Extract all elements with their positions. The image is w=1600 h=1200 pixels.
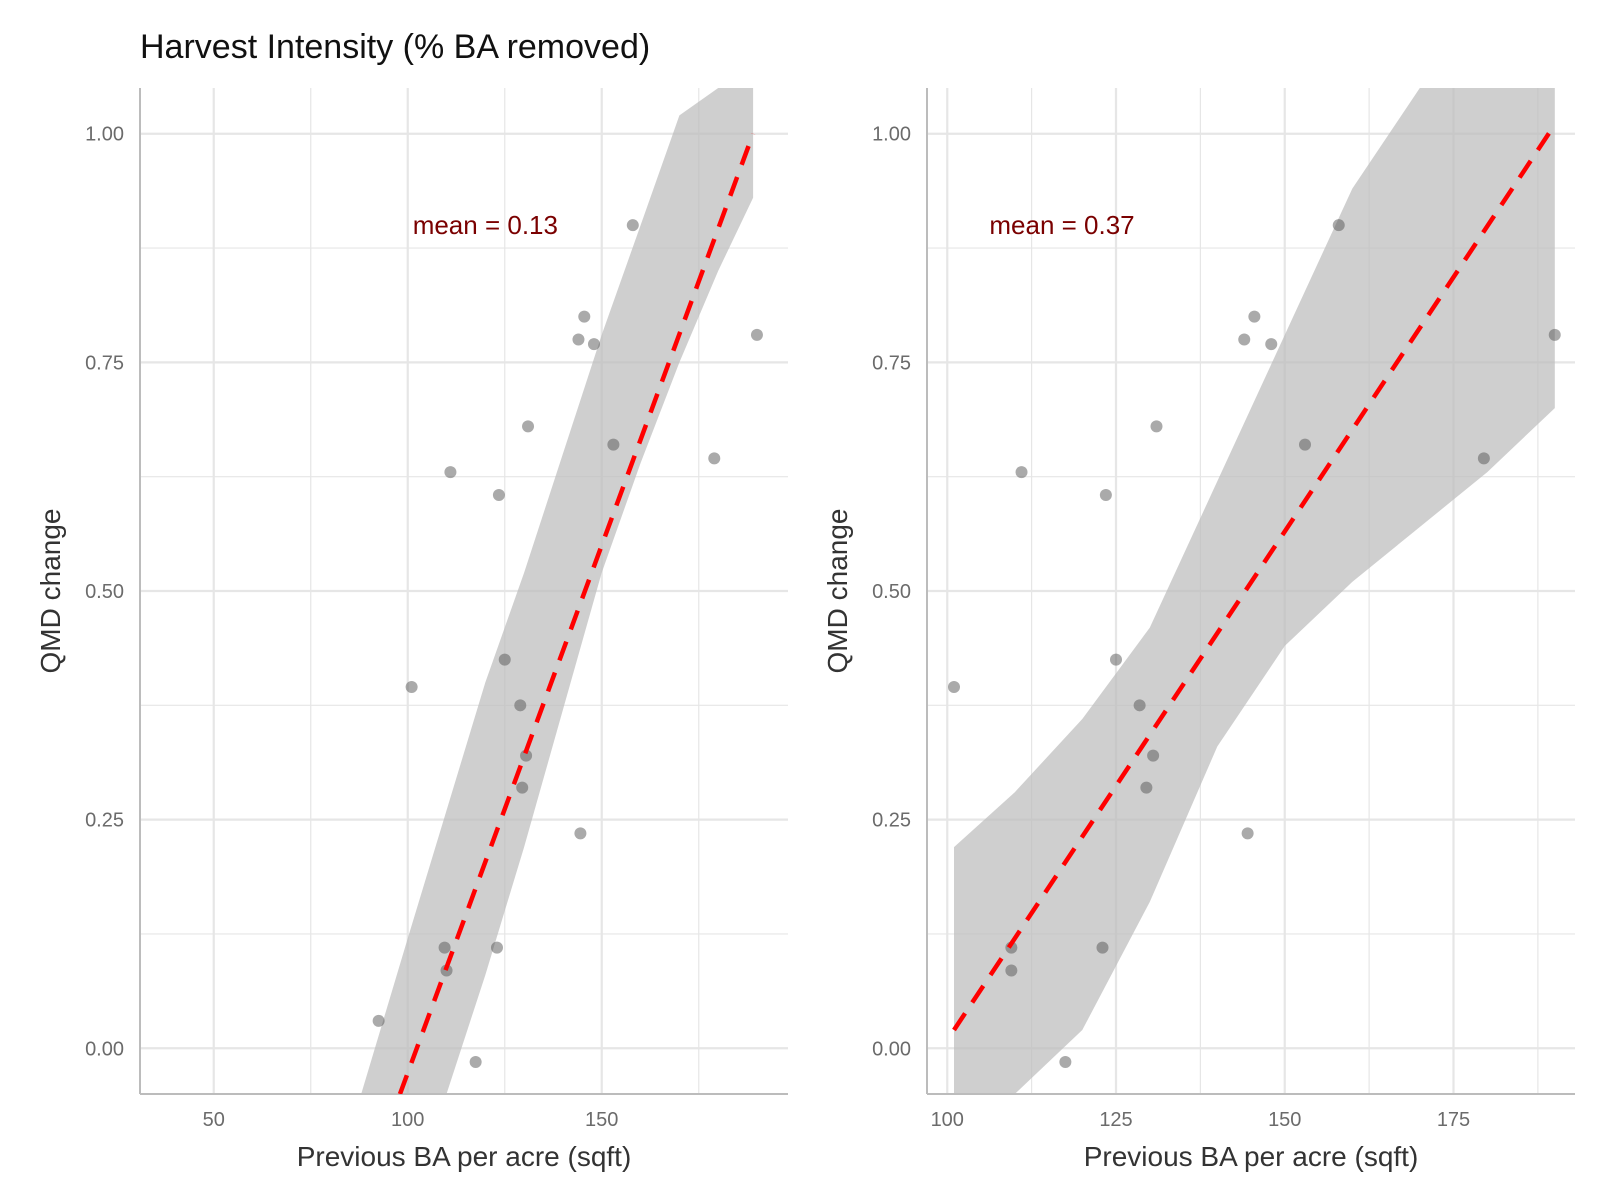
confidence-ribbon xyxy=(954,88,1555,1094)
data-point xyxy=(587,338,600,351)
x-tick-label: 175 xyxy=(1437,1109,1470,1131)
y-tick-label: 0.25 xyxy=(872,810,911,832)
y-tick-label: 0.00 xyxy=(872,1038,911,1060)
confidence-ribbon xyxy=(361,88,754,1094)
data-point xyxy=(1332,219,1345,232)
x-tick-label: 100 xyxy=(391,1109,424,1131)
data-point xyxy=(514,699,527,712)
data-point xyxy=(1096,941,1109,954)
chart-panel-1: mean = 0.13 50 100 150 0.00 0.25 0.50 0.75 1.00 P… xyxy=(35,88,788,1172)
data-point xyxy=(1238,333,1251,346)
y-tick-label: 0.50 xyxy=(872,581,911,603)
fit-line xyxy=(952,123,1557,1032)
data-point xyxy=(1059,1055,1072,1068)
data-point xyxy=(498,653,511,666)
x-tick-label: 100 xyxy=(931,1109,964,1131)
data-point xyxy=(516,781,529,794)
y-tick-label: 0.75 xyxy=(872,352,911,374)
data-point xyxy=(444,466,457,479)
data-point xyxy=(1015,466,1028,479)
data-point xyxy=(522,420,535,433)
y-tick-label: 0.00 xyxy=(85,1038,124,1060)
x-axis-title: Previous BA per acre (sqft) xyxy=(1084,1141,1419,1172)
data-point xyxy=(469,1055,482,1068)
data-point xyxy=(1150,420,1163,433)
y-tick-label: 1.00 xyxy=(872,124,911,146)
mean-annotation: mean = 0.37 xyxy=(989,210,1134,240)
data-point xyxy=(1147,749,1160,762)
data-point xyxy=(607,438,620,451)
data-point xyxy=(1110,653,1122,666)
data-point xyxy=(1248,310,1261,323)
data-point xyxy=(572,333,585,346)
data-point xyxy=(1299,438,1311,451)
chart-title: Harvest Intensity (% BA removed) xyxy=(140,28,651,66)
y-axis-title: QMD change xyxy=(35,509,66,674)
data-point xyxy=(372,1014,385,1027)
data-point xyxy=(492,488,505,501)
x-tick-label: 50 xyxy=(203,1109,225,1131)
y-tick-label: 0.50 xyxy=(85,581,124,603)
data-point xyxy=(1005,964,1018,977)
data-point xyxy=(1548,328,1561,341)
data-point xyxy=(578,310,591,323)
data-point xyxy=(626,219,639,232)
data-point xyxy=(1133,699,1146,712)
data-point xyxy=(490,941,503,954)
x-tick-label: 150 xyxy=(1268,1109,1301,1131)
data-point xyxy=(1241,827,1254,840)
fit-line xyxy=(397,132,756,1094)
data-point xyxy=(1140,781,1153,794)
mean-annotation: mean = 0.13 xyxy=(413,210,558,240)
data-point xyxy=(750,328,763,341)
data-point xyxy=(1477,452,1490,465)
data-point xyxy=(405,681,418,694)
data-point xyxy=(438,941,451,954)
data-point xyxy=(708,452,721,465)
chart-panel-2: mean = 0.37 100 125 150 175 0.00 0.25 0.50 0.75 1… xyxy=(822,88,1575,1172)
y-tick-label: 1.00 xyxy=(85,124,124,146)
x-axis-title: Previous BA per acre (sqft) xyxy=(297,1141,632,1172)
data-point xyxy=(574,827,587,840)
data-point xyxy=(440,964,453,977)
y-axis-title: QMD change xyxy=(822,509,853,674)
x-tick-label: 150 xyxy=(585,1109,618,1131)
x-tick-label: 125 xyxy=(1099,1109,1132,1131)
data-point xyxy=(948,681,960,694)
y-tick-label: 0.25 xyxy=(85,810,124,832)
data-point xyxy=(520,749,533,762)
data-point xyxy=(1099,488,1112,501)
data-point xyxy=(1265,338,1278,351)
y-tick-label: 0.75 xyxy=(85,352,124,374)
